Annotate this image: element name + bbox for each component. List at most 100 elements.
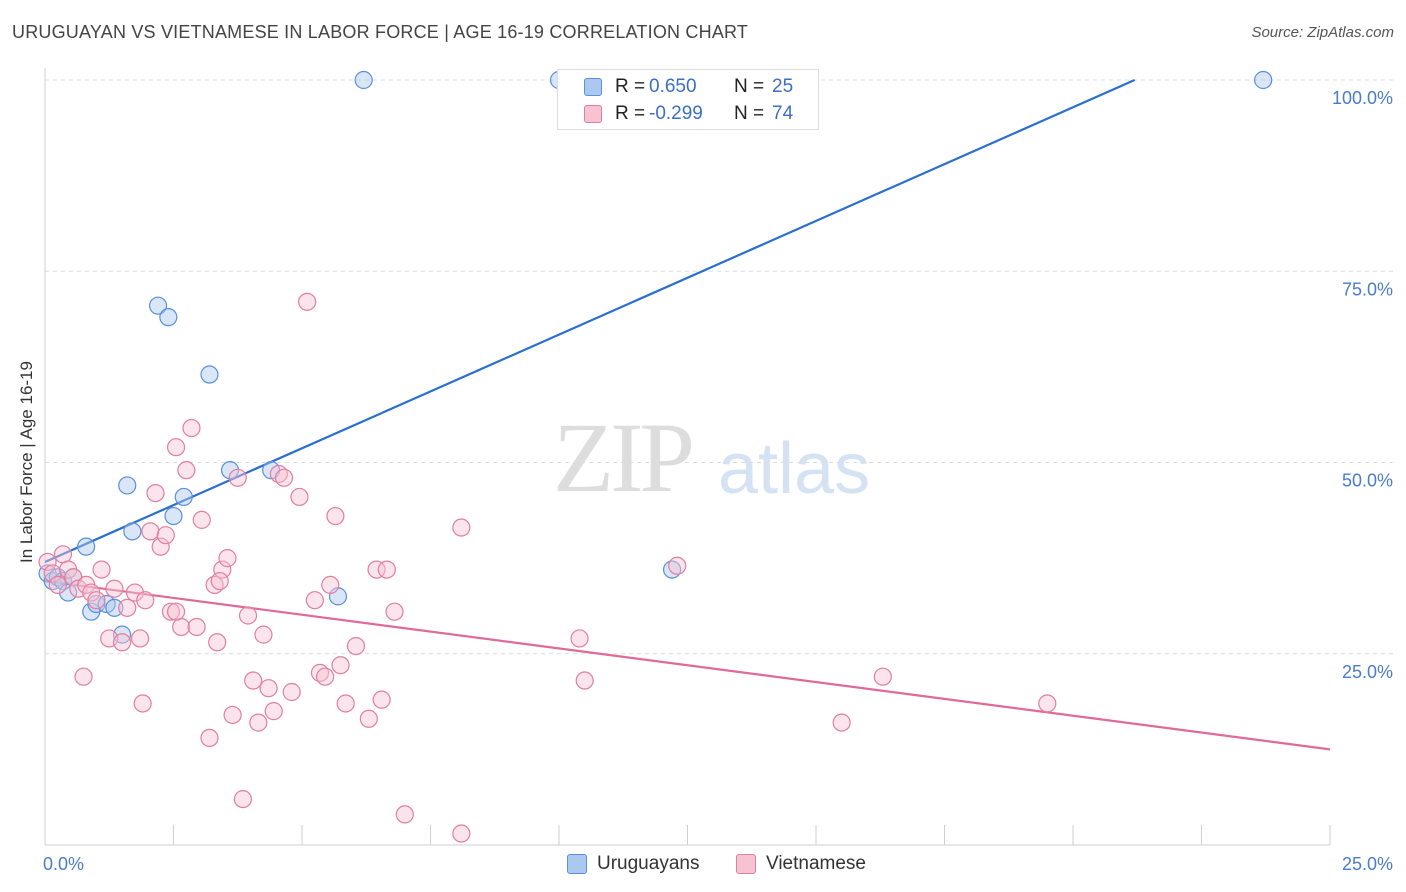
point-vietnamese <box>182 418 201 438</box>
point-vietnamese <box>452 518 471 537</box>
point-vietnamese <box>832 713 851 732</box>
legend-r-value: 0.650 <box>649 76 697 97</box>
point-uruguayans <box>354 70 373 90</box>
axes <box>44 68 1331 846</box>
point-vietnamese <box>264 702 283 721</box>
point-uruguayans <box>77 537 96 556</box>
point-vietnamese <box>48 575 67 595</box>
legend-swatch-uruguayans <box>584 78 602 96</box>
legend-swatch-vietnamese <box>584 105 602 123</box>
trend-line-uruguayans <box>44 78 1136 563</box>
trend-lines <box>44 78 1331 751</box>
point-vietnamese <box>346 636 366 656</box>
point-uruguayans <box>164 506 183 526</box>
watermark-zip: ZIP <box>553 402 695 513</box>
point-vietnamese <box>208 633 227 652</box>
point-vietnamese <box>238 606 258 625</box>
point-vietnamese <box>873 667 892 686</box>
point-vietnamese <box>331 656 350 675</box>
y-tick-label: 100.0% <box>1332 88 1393 108</box>
point-vietnamese <box>161 602 181 621</box>
point-vietnamese <box>172 617 191 637</box>
point-vietnamese <box>372 690 391 709</box>
legend-row-uruguayans: R = 0.650 N = 25 <box>558 74 818 100</box>
x-tick-label-start: 0.0% <box>43 854 84 874</box>
point-vietnamese <box>141 522 160 541</box>
point-vietnamese <box>125 583 145 602</box>
point-vietnamese <box>244 671 263 690</box>
axis-labels: 100.0% 75.0% 50.0% 25.0% 0.0% 25.0% In Labor F… <box>17 88 1393 874</box>
point-vietnamese <box>1038 694 1057 713</box>
point-vietnamese <box>305 591 324 610</box>
point-vietnamese <box>136 591 155 610</box>
point-uruguayans <box>123 522 142 541</box>
y-axis-title: In Labor Force | Age 16-19 <box>17 361 36 563</box>
point-uruguayans <box>200 365 219 384</box>
point-vietnamese <box>130 629 150 648</box>
watermark-atlas: atlas <box>718 429 871 509</box>
point-vietnamese <box>336 694 355 713</box>
bottom-legend-swatch-uruguayans <box>567 854 587 874</box>
point-vietnamese <box>321 575 340 595</box>
point-vietnamese <box>228 468 247 487</box>
point-vietnamese <box>38 552 57 572</box>
legend-n-label: N = <box>734 103 765 124</box>
point-vietnamese <box>385 602 404 621</box>
data-points <box>38 70 1273 843</box>
point-vietnamese <box>74 667 93 686</box>
point-vietnamese <box>87 591 106 610</box>
point-vietnamese <box>92 560 111 579</box>
point-uruguayans <box>159 308 178 327</box>
legend-r-label: R = <box>615 76 646 97</box>
point-vietnamese <box>105 579 124 598</box>
point-vietnamese <box>210 571 229 591</box>
point-vietnamese <box>53 545 73 564</box>
trend-line-vietnamese <box>44 579 1331 751</box>
point-vietnamese <box>223 705 242 725</box>
legend-n-value: 74 <box>772 103 794 124</box>
point-uruguayans <box>1254 70 1273 90</box>
point-vietnamese <box>146 484 165 503</box>
legend-n-value: 25 <box>772 76 794 97</box>
point-uruguayans <box>87 594 106 614</box>
point-uruguayans <box>220 461 240 480</box>
point-vietnamese <box>359 709 378 728</box>
point-uruguayans <box>148 296 168 315</box>
point-vietnamese <box>118 598 137 617</box>
legend-n-label: N = <box>734 76 765 97</box>
point-uruguayans <box>118 476 137 495</box>
point-vietnamese <box>166 438 186 457</box>
point-vietnamese <box>218 549 237 568</box>
point-vietnamese <box>377 560 396 579</box>
grid-lines <box>45 79 1395 655</box>
bottom-legend-swatch-vietnamese <box>736 854 756 874</box>
point-vietnamese <box>249 713 268 732</box>
point-vietnamese <box>274 468 294 487</box>
point-uruguayans <box>174 487 193 507</box>
point-vietnamese <box>570 629 589 648</box>
correlation-legend: R = 0.650 N = 25 R = -0.299 N = 74 <box>557 69 819 130</box>
point-vietnamese <box>452 824 471 843</box>
point-vietnamese <box>166 602 186 621</box>
point-vietnamese <box>254 625 273 644</box>
legend-r-label: R = <box>615 103 646 124</box>
bottom-legend-label: Uruguayans <box>597 853 700 874</box>
point-vietnamese <box>233 789 252 809</box>
chart-title: URUGUAYAN VS VIETNAMESE IN LABOR FORCE |… <box>12 22 749 42</box>
source-credit: Source: ZipAtlas.com <box>1251 24 1394 41</box>
y-tick-label: 75.0% <box>1342 279 1393 299</box>
point-vietnamese <box>43 564 62 583</box>
point-vietnamese <box>213 560 232 579</box>
point-vietnamese <box>282 682 301 702</box>
point-vietnamese <box>177 461 196 480</box>
point-vietnamese <box>367 560 386 579</box>
point-vietnamese <box>316 667 335 686</box>
y-tick-label: 50.0% <box>1342 471 1393 491</box>
point-vietnamese <box>156 526 175 545</box>
point-vietnamese <box>200 728 219 748</box>
x-tick-label-end: 25.0% <box>1342 854 1393 874</box>
point-vietnamese <box>298 292 317 311</box>
point-vietnamese <box>112 633 132 652</box>
legend-r-value: -0.299 <box>649 103 703 124</box>
